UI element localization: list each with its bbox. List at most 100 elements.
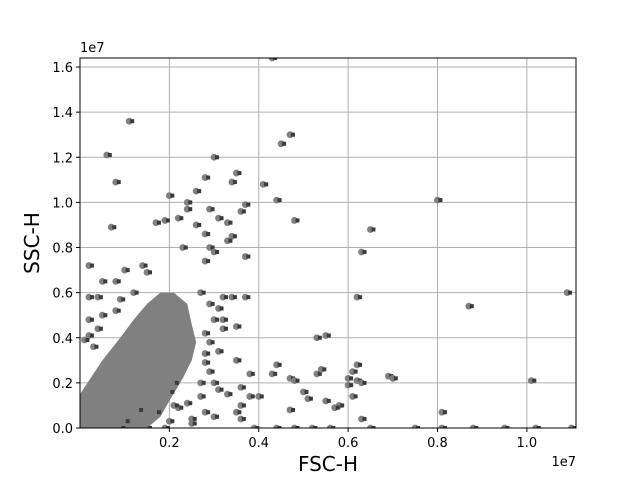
x-tick-label: 0.8 [427,436,448,451]
data-point-marker [335,405,340,410]
y-tick-label: 0.8 [52,242,73,257]
data-point-marker [317,371,322,376]
data-point-marker [89,295,94,300]
data-point-marker [317,335,322,340]
data-point-marker [371,227,376,232]
data-point-marker [237,358,242,363]
x-tick-label: 0.2 [159,436,180,451]
data-point-marker [210,207,215,212]
data-point-marker [103,313,108,318]
y-axis-scale-label: 1e7 [80,41,105,56]
data-point-marker [241,403,246,408]
y-axis-label: SSC-H [20,212,44,274]
data-point-marker [98,295,103,300]
data-point-marker [143,263,148,268]
x-tick-label: 0.4 [248,436,269,451]
data-point-marker [295,378,300,383]
data-point-marker [219,306,224,311]
data-point-marker [206,351,211,356]
data-point-marker [215,155,220,160]
data-point-marker [358,362,363,367]
data-point-marker [98,326,103,331]
data-point-marker [416,426,421,428]
data-point-marker [442,426,447,428]
y-tick-label: 1.0 [52,196,73,211]
data-point-marker [148,426,153,428]
data-point-marker [295,426,300,428]
data-point-marker [206,175,211,180]
data-point-marker [273,371,278,376]
data-point-marker [572,426,576,428]
data-point-marker [94,344,99,349]
y-tick-label: 1.6 [52,61,73,76]
data-point-marker [116,279,121,284]
data-point-marker [259,394,264,399]
data-point-marker [148,270,153,275]
data-point-marker [322,367,327,372]
data-point-marker [241,385,246,390]
data-point-marker [232,234,237,239]
data-point-marker [165,218,170,223]
data-point-marker [206,410,211,415]
data-point-marker [121,426,126,428]
data-point-marker [228,220,233,225]
data-point-marker [219,387,224,392]
data-point-marker [223,295,228,300]
data-point-marker [232,295,237,300]
data-point-marker [183,245,188,250]
data-point-marker [223,326,228,331]
data-point-marker [192,421,197,426]
data-point-marker [237,324,242,329]
data-point-marker [264,182,269,187]
data-point-marker [197,222,202,227]
data-point-marker [89,333,94,338]
data-point-marker [295,218,300,223]
x-axis-scale-label: 1e7 [551,455,576,470]
data-point-marker [223,317,228,322]
data-point-marker [116,180,121,185]
data-point-marker [313,426,318,428]
data-point-marker [89,263,94,268]
data-point-marker [112,225,117,230]
data-point-marker [170,419,175,424]
data-point-marker [179,405,184,410]
data-point-marker [170,193,175,198]
data-point-marker [277,198,282,203]
data-point-marker [103,279,108,284]
data-point-marker [201,394,206,399]
data-point-marker [291,132,296,137]
plot-frame [79,57,577,429]
y-tick-label: 0.2 [52,377,73,392]
data-point-marker [469,304,474,309]
y-axis-ticks: 0.0 0.2 0.4 0.6 0.8 1.0 1.2 1.4 1.6 [52,61,80,437]
data-point-marker [197,189,202,194]
data-point-marker [291,407,296,412]
data-point-marker [206,231,211,236]
data-point-marker [326,333,331,338]
data-point-marker [246,295,251,300]
data-point-marker [116,308,121,313]
data-point-marker [228,392,233,397]
data-point-marker [107,153,112,158]
x-tick-label: 1.0 [517,436,538,451]
data-point-marker [215,250,220,255]
data-point-marker [174,403,179,408]
data-point-marker [170,389,175,394]
data-point-marker [156,410,161,415]
data-point-marker [246,254,251,259]
data-point-marker [85,338,90,343]
data-point-marker [255,426,260,428]
data-point-marker [206,259,211,264]
data-point-marker [250,371,255,376]
data-point-marker [206,331,211,336]
data-point-marker [532,378,537,383]
data-point-marker [237,410,242,415]
data-point-marker [210,369,215,374]
data-point-marker [568,290,573,295]
data-point-marker [349,376,354,381]
data-point-marker [188,207,193,212]
data-point-marker [215,380,220,385]
data-point-marker [282,141,287,146]
data-point-marker [215,317,220,322]
